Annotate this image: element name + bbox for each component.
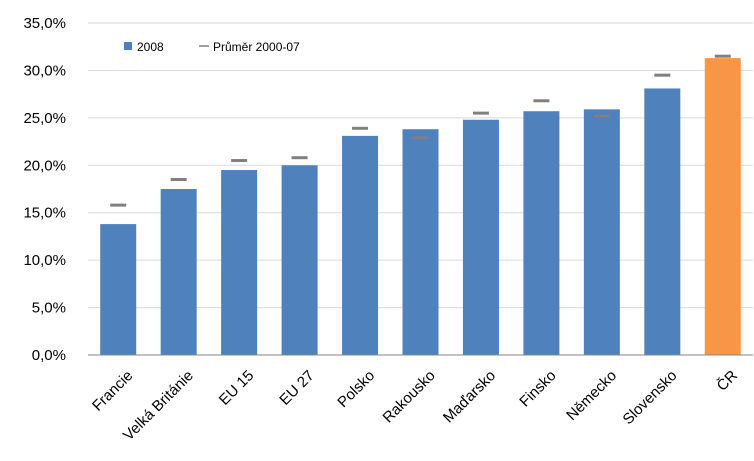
average-marker-3 [231, 159, 248, 163]
average-marker-6 [412, 136, 429, 140]
bar-2 [160, 189, 197, 355]
legend: 2008 Průměr 2000-07 [124, 40, 300, 54]
average-marker-5 [352, 126, 369, 130]
y-tick-label: 10,0% [23, 252, 66, 269]
y-tick-label: 25,0% [23, 110, 66, 127]
bar-9 [583, 109, 620, 355]
y-tick-label: 5,0% [32, 300, 66, 317]
average-marker-1 [110, 203, 127, 207]
bar-8 [523, 111, 560, 356]
average-marker-2 [170, 178, 187, 182]
average-marker-8 [533, 99, 550, 103]
bar-11 [704, 58, 741, 356]
x-category-label: Rakousko [379, 367, 438, 426]
y-tick-label: 15,0% [23, 205, 66, 222]
legend-label-average: Průměr 2000-07 [213, 40, 300, 54]
y-tick-label: 35,0% [23, 15, 66, 32]
bar-5 [342, 135, 379, 355]
average-marker-10 [654, 73, 671, 77]
x-category-label: Francie [89, 367, 136, 414]
markers-average [110, 54, 731, 207]
bar-6 [402, 129, 439, 355]
x-category-label: EU 27 [276, 367, 318, 409]
legend-label-2008: 2008 [137, 40, 164, 54]
x-category-label: Finsko [516, 367, 559, 410]
x-category-label: ČR [714, 367, 741, 394]
x-category-label: Polsko [334, 367, 378, 411]
y-tick-label: 30,0% [23, 62, 66, 79]
average-marker-4 [291, 156, 308, 160]
x-category-label: Slovensko [620, 367, 681, 428]
average-marker-11 [714, 54, 731, 58]
x-category-label: EU 15 [216, 367, 258, 409]
x-category-label: Maďarsko [440, 367, 499, 426]
bar-3 [221, 170, 258, 355]
bar-7 [462, 119, 499, 355]
bar-1 [100, 224, 137, 355]
legend-swatch-2008 [124, 42, 132, 50]
bar-4 [281, 165, 318, 355]
average-marker-7 [472, 111, 489, 115]
x-category-label: Německo [563, 367, 620, 424]
y-tick-label: 20,0% [23, 157, 66, 174]
y-axis-tick-labels: 0,0% 5,0% 10,0% 15,0% 20,0% 25,0% 30,0% 35,0% [23, 15, 66, 364]
average-marker-9 [593, 114, 610, 118]
y-tick-label: 0,0% [32, 347, 66, 364]
bar-10 [644, 88, 681, 356]
bars-2008 [100, 58, 741, 356]
